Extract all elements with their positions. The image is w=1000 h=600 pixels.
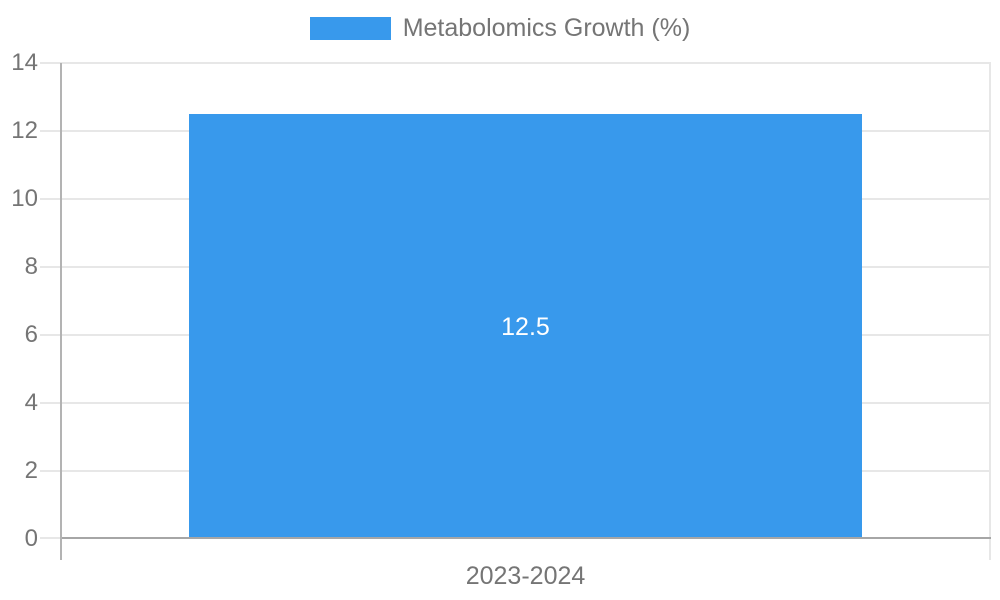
- legend-label: Metabolomics Growth (%): [402, 14, 691, 42]
- y-tick-label-4: 4: [24, 389, 38, 416]
- y-tick-label-8: 8: [24, 253, 38, 280]
- y-tick-label-10: 10: [11, 185, 38, 212]
- baseline-tick: [40, 537, 60, 539]
- plot-right-border: [989, 63, 991, 560]
- y-tick-label-0: 0: [24, 525, 38, 552]
- y-axis-line: [60, 63, 62, 560]
- y-tick-label-12: 12: [11, 117, 38, 144]
- legend: Metabolomics Growth (%): [0, 13, 1000, 43]
- plot-area: 12.5: [40, 62, 991, 560]
- legend-swatch: [309, 16, 391, 40]
- y-tick-label-14: 14: [11, 49, 38, 76]
- bar-value-label: 12.5: [501, 312, 550, 341]
- gridline-14: [40, 62, 991, 64]
- y-tick-label-2: 2: [24, 457, 38, 484]
- bar-2023-2024: 12.5: [189, 114, 862, 539]
- x-tick-label: 2023-2024: [465, 562, 586, 590]
- x-axis-baseline: [60, 537, 991, 539]
- y-tick-label-6: 6: [24, 321, 38, 348]
